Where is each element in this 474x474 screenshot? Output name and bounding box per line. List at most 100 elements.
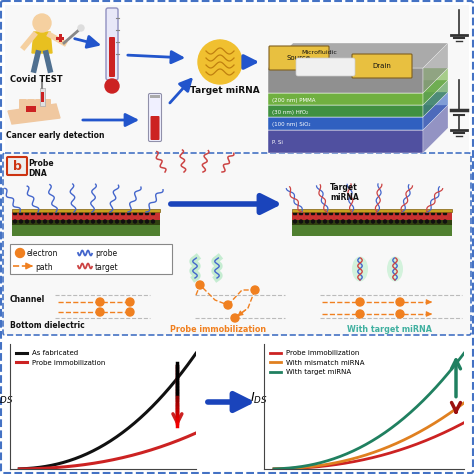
Circle shape xyxy=(96,298,104,306)
Probe immobilization xyxy=(271,466,277,472)
Circle shape xyxy=(293,212,297,215)
FancyBboxPatch shape xyxy=(19,99,27,111)
Circle shape xyxy=(300,212,302,215)
Circle shape xyxy=(390,212,392,215)
Circle shape xyxy=(146,212,148,215)
Circle shape xyxy=(196,281,204,289)
Bar xyxy=(56,37,64,40)
Circle shape xyxy=(73,220,76,223)
Circle shape xyxy=(359,220,363,223)
Polygon shape xyxy=(423,43,448,93)
Text: probe: probe xyxy=(95,249,117,258)
Polygon shape xyxy=(423,80,448,117)
Probe immobilization xyxy=(109,457,115,463)
FancyBboxPatch shape xyxy=(296,58,355,76)
Circle shape xyxy=(408,220,410,223)
Circle shape xyxy=(85,212,89,215)
Line: With mismatch miRNA: With mismatch miRNA xyxy=(274,403,464,469)
Bar xyxy=(59,34,62,42)
As fabricated xyxy=(138,414,144,420)
Circle shape xyxy=(323,220,327,223)
As fabricated xyxy=(116,432,122,438)
FancyBboxPatch shape xyxy=(106,8,118,80)
With target miRNA xyxy=(461,350,467,356)
Circle shape xyxy=(146,220,148,223)
Polygon shape xyxy=(268,92,448,117)
Ellipse shape xyxy=(387,256,403,282)
Bar xyxy=(292,220,452,225)
Circle shape xyxy=(121,212,125,215)
Polygon shape xyxy=(268,117,423,130)
Polygon shape xyxy=(268,130,423,153)
Circle shape xyxy=(438,220,440,223)
Circle shape xyxy=(329,220,332,223)
Circle shape xyxy=(306,212,309,215)
Circle shape xyxy=(98,212,100,215)
As fabricated xyxy=(193,350,199,356)
Circle shape xyxy=(383,216,386,219)
With mismatch miRNA xyxy=(334,460,339,465)
FancyBboxPatch shape xyxy=(109,37,115,77)
Circle shape xyxy=(444,216,447,219)
Circle shape xyxy=(419,212,422,215)
Circle shape xyxy=(311,220,315,223)
Text: b: b xyxy=(13,161,21,173)
Circle shape xyxy=(395,216,399,219)
Circle shape xyxy=(354,212,356,215)
Circle shape xyxy=(323,216,327,219)
Circle shape xyxy=(128,220,130,223)
Circle shape xyxy=(73,216,76,219)
Circle shape xyxy=(408,212,410,215)
Polygon shape xyxy=(268,80,448,105)
Bar xyxy=(26,106,36,112)
Circle shape xyxy=(329,216,332,219)
FancyBboxPatch shape xyxy=(27,99,35,111)
With mismatch miRNA xyxy=(428,422,434,428)
Circle shape xyxy=(372,216,374,219)
Circle shape xyxy=(372,212,374,215)
Circle shape xyxy=(31,220,35,223)
Polygon shape xyxy=(8,104,60,124)
With target miRNA xyxy=(378,432,384,438)
Circle shape xyxy=(396,298,404,306)
With target miRNA xyxy=(271,466,277,472)
Circle shape xyxy=(109,220,112,223)
Text: (30 nm) HfO₂: (30 nm) HfO₂ xyxy=(272,110,308,115)
FancyBboxPatch shape xyxy=(151,116,159,140)
Text: Cancer early detection: Cancer early detection xyxy=(6,131,104,140)
Circle shape xyxy=(91,220,94,223)
Circle shape xyxy=(146,216,148,219)
Circle shape xyxy=(80,220,82,223)
Bar xyxy=(292,212,452,220)
Circle shape xyxy=(13,212,17,215)
Circle shape xyxy=(73,212,76,215)
FancyBboxPatch shape xyxy=(35,99,43,111)
Circle shape xyxy=(444,212,447,215)
Circle shape xyxy=(341,212,345,215)
Line: As fabricated: As fabricated xyxy=(19,353,196,469)
Text: (200 nm) PMMA: (200 nm) PMMA xyxy=(272,98,316,103)
Circle shape xyxy=(128,212,130,215)
Polygon shape xyxy=(268,93,423,105)
Polygon shape xyxy=(268,68,448,93)
As fabricated xyxy=(74,455,80,461)
Probe immobilization xyxy=(461,420,467,426)
Circle shape xyxy=(383,220,386,223)
Circle shape xyxy=(134,220,137,223)
Text: Target
miRNA: Target miRNA xyxy=(330,182,359,202)
Text: Probe
DNA: Probe DNA xyxy=(28,159,54,178)
Circle shape xyxy=(26,212,28,215)
Polygon shape xyxy=(423,68,448,105)
With target miRNA xyxy=(402,414,408,420)
Circle shape xyxy=(134,212,137,215)
Text: Probe immobilization: Probe immobilization xyxy=(170,325,266,334)
Circle shape xyxy=(426,216,428,219)
Circle shape xyxy=(55,216,58,219)
Circle shape xyxy=(139,220,143,223)
Circle shape xyxy=(365,212,368,215)
Circle shape xyxy=(408,216,410,219)
Circle shape xyxy=(365,220,368,223)
Probe immobilization xyxy=(17,466,22,472)
Text: Drain: Drain xyxy=(373,63,392,69)
Probe immobilization xyxy=(116,456,122,461)
